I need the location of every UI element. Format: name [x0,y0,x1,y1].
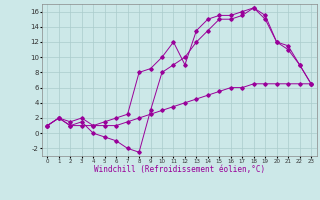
X-axis label: Windchill (Refroidissement éolien,°C): Windchill (Refroidissement éolien,°C) [94,165,265,174]
